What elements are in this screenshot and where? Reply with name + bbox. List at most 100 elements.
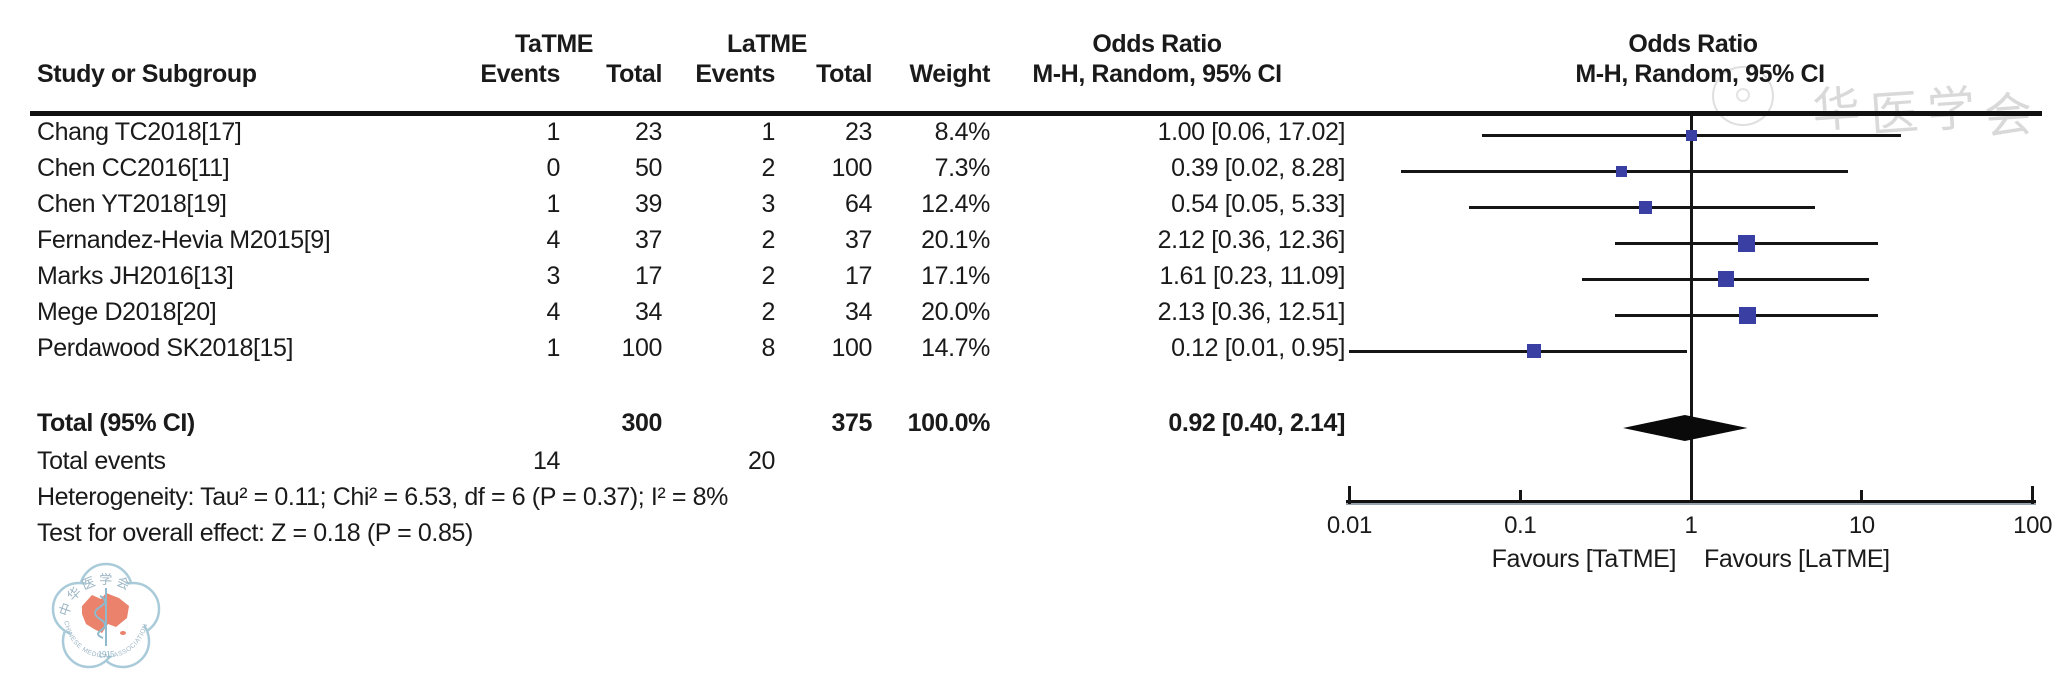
or-column-title: Odds Ratio (1092, 30, 1222, 58)
axis-tick-label: 0.1 (1504, 512, 1537, 539)
study-label: Fernandez-Hevia M2015[9] (37, 226, 331, 254)
total-latme-n: 375 (831, 409, 872, 437)
total-weight: 100.0% (907, 409, 991, 437)
table-row: Perdawood SK2018[15] 1 100 8 100 14.7% 0… (0, 334, 2060, 368)
total-events-row: Total events 14 20 (0, 447, 2060, 481)
weight-value: 14.7% (921, 334, 990, 362)
study-label: Chen YT2018[19] (37, 190, 227, 218)
study-label: Marks JH2016[13] (37, 262, 234, 290)
favours-left-label: Favours [TaTME] (1491, 545, 1677, 573)
effect-square (1638, 200, 1652, 214)
axis-tick-label: 100 (2013, 512, 2053, 539)
latme-events: 8 (761, 334, 775, 362)
total-or-ci: 0.92 [0.40, 2.14] (1168, 409, 1345, 437)
favours-right-label: Favours [LaTME] (1704, 545, 1890, 573)
or-ci-value: 0.12 [0.01, 0.95] (1171, 334, 1345, 362)
column-header-total-tatme: Total (606, 60, 662, 88)
axis-tick (1860, 490, 1864, 502)
or-ci-value: 2.13 [0.36, 12.51] (1157, 298, 1346, 326)
study-label: Chen CC2016[11] (37, 154, 230, 182)
latme-total: 34 (844, 298, 872, 326)
latme-events: 2 (761, 154, 775, 182)
or-column-subtitle: M-H, Random, 95% CI (1032, 60, 1282, 88)
axis-tick (1347, 486, 1351, 504)
total-label: Total (95% CI) (37, 409, 195, 437)
column-header-events-latme: Events (695, 60, 775, 88)
tatme-events: 4 (546, 226, 560, 254)
table-row: Chen YT2018[19] 1 39 3 64 12.4% 0.54 [0.… (0, 190, 2060, 224)
column-header-weight: Weight (909, 60, 991, 88)
or-ci-value: 1.00 [0.06, 17.02] (1157, 118, 1346, 146)
cma-logo: 1915 中华医学会 CHINESE MEDICAL ASSOCIATION (51, 562, 161, 669)
ci-line (1349, 349, 1688, 353)
study-label: Perdawood SK2018[15] (37, 334, 294, 362)
summary-diamond (1623, 415, 1748, 441)
total-events-latme: 20 (747, 447, 775, 475)
latme-events: 2 (761, 262, 775, 290)
column-header-total-latme: Total (816, 60, 872, 88)
latme-total: 37 (844, 226, 872, 254)
table-row: Fernandez-Hevia M2015[9] 4 37 2 37 20.1%… (0, 226, 2060, 260)
tatme-total: 34 (634, 298, 662, 326)
column-header-events-tatme: Events (480, 60, 560, 88)
latme-events: 2 (761, 298, 775, 326)
total-events-label: Total events (37, 447, 166, 475)
group-header-latme: LaTME (727, 30, 807, 58)
tatme-events: 1 (546, 190, 560, 218)
null-effect-line (1689, 115, 1693, 504)
taiwan-dot-icon (120, 631, 126, 635)
tatme-total: 23 (634, 118, 662, 146)
axis-tick-label: 1 (1684, 512, 1698, 539)
watermark-seal-icon (1712, 66, 1774, 126)
overall-effect-stats: Test for overall effect: Z = 0.18 (P = 0… (37, 519, 473, 547)
latme-total: 100 (831, 334, 872, 362)
study-label: Mege D2018[20] (37, 298, 217, 326)
effect-square (1615, 165, 1627, 177)
axis-tick (1518, 490, 1522, 502)
weight-value: 20.1% (921, 226, 990, 254)
table-row: Mege D2018[20] 4 34 2 34 20.0% 2.13 [0.3… (0, 298, 2060, 332)
axis-tick (2031, 486, 2035, 504)
snake-icon (94, 595, 106, 639)
weight-value: 17.1% (921, 262, 990, 290)
or-ci-value: 1.61 [0.23, 11.09] (1159, 262, 1345, 290)
tatme-events: 4 (546, 298, 560, 326)
table-row: Marks JH2016[13] 3 17 2 17 17.1% 1.61 [0… (0, 262, 2060, 296)
latme-total: 23 (844, 118, 872, 146)
latme-events: 3 (761, 190, 775, 218)
logo-year: 1915 (98, 650, 115, 659)
effect-square (1526, 344, 1541, 358)
plot-title: Odds Ratio (1628, 30, 1758, 58)
tatme-events: 1 (546, 118, 560, 146)
latme-events: 2 (761, 226, 775, 254)
axis-tick-label: 10 (1848, 512, 1875, 539)
weight-value: 20.0% (921, 298, 990, 326)
tatme-events: 1 (546, 334, 560, 362)
total-row: Total (95% CI) 300 375 100.0% 0.92 [0.40… (0, 409, 2060, 443)
table-row: Chen CC2016[11] 0 50 2 100 7.3% 0.39 [0.… (0, 154, 2060, 188)
tatme-total: 50 (634, 154, 662, 182)
latme-events: 1 (761, 118, 775, 146)
tatme-events: 0 (546, 154, 560, 182)
effect-square (1738, 234, 1756, 252)
watermark-seal-inner-icon (1736, 88, 1750, 102)
heterogeneity-stats: Heterogeneity: Tau² = 0.11; Chi² = 6.53,… (37, 483, 728, 511)
effect-square (1718, 271, 1735, 287)
latme-total: 100 (831, 154, 872, 182)
total-events-tatme: 14 (532, 447, 560, 475)
group-header-tatme: TaTME (514, 30, 594, 58)
or-ci-value: 0.54 [0.05, 5.33] (1171, 190, 1345, 218)
or-ci-value: 2.12 [0.36, 12.36] (1157, 226, 1346, 254)
tatme-total: 100 (621, 334, 662, 362)
weight-value: 8.4% (934, 118, 991, 146)
axis-tick-label: 0.01 (1326, 512, 1373, 539)
plot-subtitle: M-H, Random, 95% CI (1575, 60, 1825, 88)
latme-total: 17 (844, 262, 872, 290)
tatme-events: 3 (546, 262, 560, 290)
latme-total: 64 (844, 190, 872, 218)
or-ci-value: 0.39 [0.02, 8.28] (1171, 154, 1345, 182)
study-label: Chang TC2018[17] (37, 118, 242, 146)
